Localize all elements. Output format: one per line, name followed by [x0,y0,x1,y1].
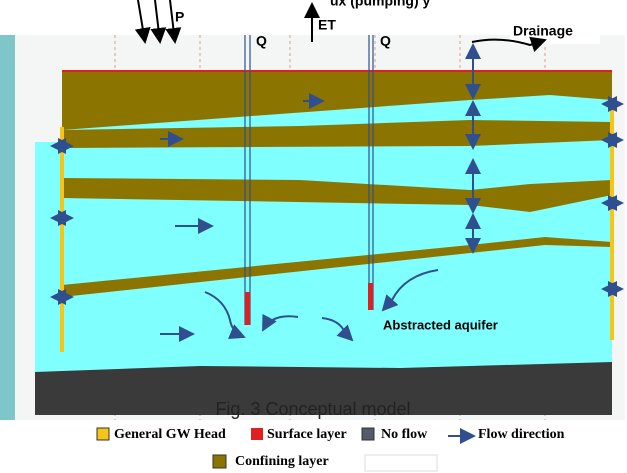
legend-label: Flow direction [478,427,565,442]
side-strip [0,35,15,420]
exchange-arrows [50,43,624,305]
blank [35,72,62,142]
legend-swatch [251,428,263,440]
gw-head [610,100,614,340]
legend-box [364,454,438,472]
screen [245,292,250,325]
label-aquifer: Abstracted aquifer [383,317,498,332]
caption: Fig. 3 Conceptual model [215,399,410,419]
well [244,35,374,325]
legend-swatch [361,427,375,441]
no-flow [35,362,612,415]
legend-label: No flow [381,427,428,442]
legend-swatch [96,427,110,441]
drainage-box [510,18,600,44]
label-q: Q [256,33,267,49]
label-et: ET [318,17,336,33]
gw-head [60,127,64,352]
label-q: Q [380,33,391,49]
legend-label: Surface layer [267,427,347,442]
label-drainage: Drainage [513,23,573,39]
legend-label: General GW Head [114,427,226,442]
drainage-arrow [471,36,547,53]
label-p: P [175,9,184,25]
top-text: ux (pumping) y [330,0,431,9]
precip-arrows [134,0,320,44]
legend-swatch [212,454,227,469]
flow-arrows [160,93,439,342]
screen [368,283,373,310]
legend-label: Confining layer [235,454,329,469]
